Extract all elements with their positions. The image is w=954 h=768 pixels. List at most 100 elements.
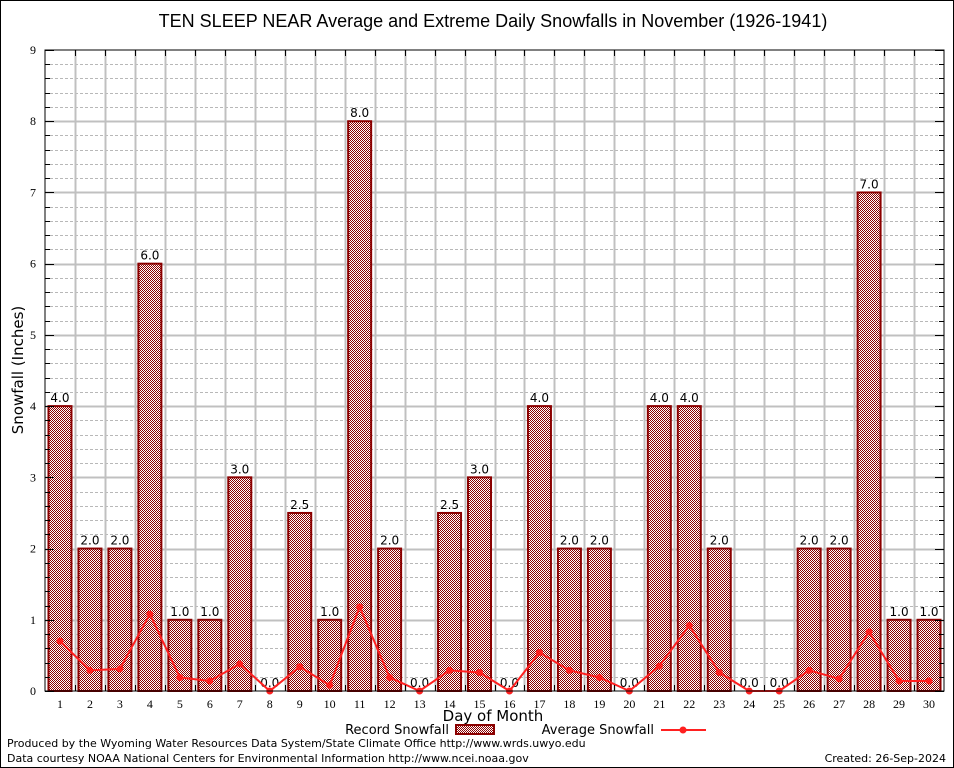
- x-tick-label: 8: [267, 697, 273, 711]
- x-tick-label: 5: [177, 697, 183, 711]
- x-tick-label: 18: [563, 697, 575, 711]
- record-value-label: 1.0: [170, 605, 189, 619]
- record-value-label: 4.0: [650, 391, 669, 405]
- bars: [47, 120, 942, 693]
- average-point: [176, 673, 184, 681]
- average-point: [925, 677, 933, 685]
- record-value-label: 2.0: [560, 534, 579, 548]
- x-tick-label: 28: [863, 697, 875, 711]
- record-bar: [377, 547, 403, 692]
- record-bar: [856, 191, 882, 692]
- record-value-label: 2.0: [110, 534, 129, 548]
- grid: [45, 50, 944, 691]
- record-value-label: 6.0: [140, 249, 159, 263]
- legend-label-record: Record Snowfall: [345, 723, 449, 738]
- legend: Record Snowfall Average Snowfall: [345, 723, 706, 738]
- x-tick-label: 27: [833, 697, 845, 711]
- record-value-label: 1.0: [320, 605, 339, 619]
- record-value-label: 1.0: [919, 605, 938, 619]
- record-value-label: 4.0: [680, 391, 699, 405]
- average-point: [476, 668, 484, 676]
- y-tick-label: 6: [30, 257, 36, 271]
- x-tick-label: 23: [713, 697, 725, 711]
- y-tick-label: 2: [30, 542, 36, 556]
- x-tick-label: 21: [653, 697, 665, 711]
- record-value-label: 4.0: [50, 391, 69, 405]
- footer-created-date: Created: 26-Sep-2024: [825, 752, 946, 765]
- x-tick-label: 2: [87, 697, 93, 711]
- x-tick-label: 14: [444, 697, 456, 711]
- footer-data-courtesy: Data courtesy NOAA National Centers for …: [7, 752, 529, 765]
- x-tick-label: 1: [57, 697, 63, 711]
- average-point: [296, 663, 304, 671]
- record-value-label: 2.0: [800, 534, 819, 548]
- average-point: [386, 673, 394, 681]
- average-point: [206, 677, 214, 685]
- x-tick-label: 19: [593, 697, 605, 711]
- record-value-label: 2.0: [830, 534, 849, 548]
- x-axis-label: Day of Month: [443, 707, 544, 725]
- x-tick-label: 13: [414, 697, 426, 711]
- average-point: [535, 649, 543, 657]
- record-bar: [227, 476, 253, 693]
- y-tick-label: 0: [30, 684, 36, 698]
- x-tick-label: 29: [893, 697, 905, 711]
- average-point: [326, 681, 334, 689]
- average-polyline: [59, 604, 930, 693]
- average-point: [715, 668, 723, 676]
- x-tick-label: 15: [474, 697, 486, 711]
- average-point: [835, 675, 843, 683]
- y-tick-label: 1: [30, 613, 36, 627]
- x-tick-label: 26: [803, 697, 815, 711]
- record-bar: [586, 547, 612, 692]
- x-tick-label: 10: [324, 697, 336, 711]
- record-value-label: 3.0: [470, 462, 489, 476]
- average-line: [56, 603, 933, 695]
- record-bar: [826, 547, 852, 692]
- record-bar: [467, 476, 493, 693]
- average-point: [356, 603, 364, 611]
- x-tick-label: 20: [623, 697, 635, 711]
- record-value-label: 2.0: [590, 534, 609, 548]
- average-point: [446, 666, 454, 674]
- record-bar: [526, 405, 552, 692]
- average-point: [685, 621, 693, 629]
- record-value-label: 7.0: [860, 177, 879, 191]
- record-value-label: 0.0: [740, 676, 759, 690]
- x-tick-label: 7: [237, 697, 243, 711]
- y-tick-label: 8: [30, 114, 36, 128]
- legend-swatch-average-marker: [679, 726, 687, 734]
- y-tick-label: 7: [30, 185, 36, 199]
- average-point: [865, 628, 873, 636]
- x-tick-label: 12: [384, 697, 396, 711]
- record-value-label: 2.0: [710, 534, 729, 548]
- y-tick-label: 3: [30, 470, 36, 484]
- record-value-label: 3.0: [230, 462, 249, 476]
- y-tick-labels: 0 1 2 3 4 5 6 7 8 9: [30, 43, 36, 698]
- axes: [44, 49, 945, 692]
- legend-label-average: Average Snowfall: [542, 723, 654, 738]
- x-tick-labels: 1 2 3 4 5 6 7 8 9 10 11 12 13 14 15 16 17 18 19 20 21 22 23 24 2…: [57, 697, 935, 711]
- y-tick-label: 5: [30, 328, 36, 342]
- average-point: [86, 666, 94, 674]
- x-tick-label: 25: [773, 697, 785, 711]
- x-tick-label: 22: [683, 697, 695, 711]
- record-value-label: 1.0: [200, 605, 219, 619]
- record-bar: [676, 405, 702, 692]
- average-point: [805, 666, 813, 674]
- average-point: [565, 666, 573, 674]
- x-tick-label: 3: [117, 697, 123, 711]
- record-value-label: 2.5: [440, 498, 459, 512]
- chart-title: TEN SLEEP NEAR Average and Extreme Daily…: [159, 11, 828, 31]
- average-point: [895, 677, 903, 685]
- x-tick-label: 16: [503, 697, 515, 711]
- x-tick-label: 4: [147, 697, 153, 711]
- record-bar: [437, 511, 463, 693]
- y-tick-label: 4: [30, 399, 36, 413]
- x-tick-label: 6: [207, 697, 213, 711]
- average-point: [116, 665, 124, 673]
- record-value-label: 2.0: [80, 534, 99, 548]
- x-tick-label: 11: [354, 697, 366, 711]
- average-point: [655, 662, 663, 670]
